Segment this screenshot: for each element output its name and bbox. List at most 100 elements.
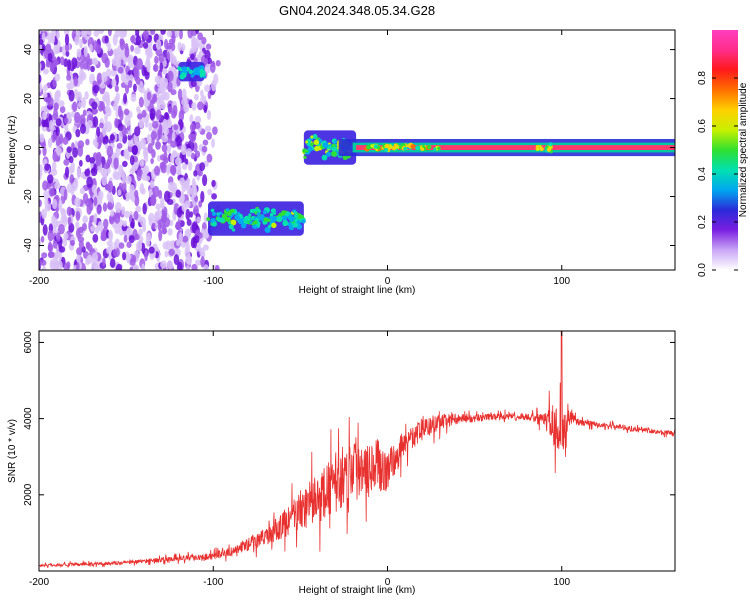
spectrogram-cell (180, 43, 186, 52)
spectrogram-cell (162, 118, 168, 131)
spectrogram-cell (158, 53, 165, 63)
spectrogram-cell (150, 30, 156, 35)
spectrogram-cell (53, 102, 59, 111)
spectrogram-cell (189, 211, 194, 218)
spectrogram-cell (103, 218, 109, 229)
spectrogram-cell (144, 117, 149, 128)
snr-plot-area (39, 331, 675, 571)
spectrogram-cell (305, 140, 309, 144)
spectrogram-cell (76, 48, 82, 58)
spectrogram-cell (126, 253, 131, 264)
spectrogram-cell (106, 145, 114, 158)
spectrogram-cell (63, 58, 69, 68)
spectrogram-cell (122, 251, 127, 261)
spectrogram-cell (39, 259, 42, 268)
spectrogram-cell (156, 96, 163, 106)
spectrogram-cell (122, 180, 127, 193)
spectrogram-cell (160, 30, 166, 35)
spectrogram-cell (161, 227, 168, 235)
spectrogram-cell (160, 260, 167, 269)
spectrogram-cell (108, 214, 115, 225)
spectrogram-x-axis: -200 -100 0 100 (29, 30, 571, 287)
spectrogram-cell (281, 210, 287, 216)
spectrogram-cell (66, 82, 72, 90)
spectrogram-cell (148, 212, 155, 223)
spectrogram-cell (160, 202, 165, 210)
spectrogram-cell (117, 164, 124, 174)
spectrogram-cell (155, 109, 162, 120)
spectrogram-cell (39, 148, 42, 156)
spectrogram-cell (393, 143, 398, 148)
spectrogram-cell (122, 125, 127, 137)
spectrogram-cell (193, 170, 198, 177)
spectrogram-cell (48, 188, 55, 197)
spectrogram-cell (373, 144, 378, 149)
spectrogram-cell (95, 159, 102, 167)
spectrogram-cell (155, 203, 162, 210)
spectrogram-cell (321, 154, 328, 161)
spectrogram-cell (185, 147, 193, 157)
spectrogram-cell (256, 212, 261, 216)
spectrogram-cell (203, 264, 209, 270)
spectrogram-cell (151, 222, 156, 230)
spectrogram-cell (66, 183, 73, 194)
spectrogram-cell (114, 212, 121, 224)
spectrogram-cell (113, 95, 120, 105)
spectrogram-cell (41, 208, 48, 219)
spectrogram-cell (47, 52, 53, 63)
spectrogram-cell (103, 135, 109, 145)
spectrogram-cell (130, 44, 135, 52)
spectrogram-cell (96, 205, 102, 215)
spectrogram-cell (123, 234, 128, 243)
spectrogram-cell (96, 126, 101, 137)
spectrogram-cell (117, 52, 125, 61)
spectrogram-cell (40, 259, 47, 266)
spectrogram-cell (166, 42, 173, 50)
spectrogram-cell (133, 210, 139, 221)
spectrogram-cell (186, 185, 192, 196)
spectrogram-cell (75, 30, 81, 37)
spectrogram-cell (133, 64, 139, 77)
spectrogram-cell (170, 89, 177, 96)
spectrogram-cell (166, 144, 172, 154)
spectrogram-cell (163, 77, 169, 88)
spectrogram-cell (66, 74, 72, 81)
spectrogram-cell (153, 64, 158, 72)
spectrogram-cell (248, 213, 252, 217)
spectrogram-cell (130, 35, 136, 43)
snr-y-label: SNR (10 * v/v) (7, 419, 18, 483)
spectrogram-cell (216, 212, 220, 216)
spectrogram-cell (79, 187, 86, 195)
spectrogram-cell (166, 30, 173, 38)
spectrogram-cell (211, 138, 215, 148)
spectrogram-cell (104, 105, 111, 114)
colorbar: 0.0 0.2 0.4 0.6 0.8 Normalized spectral ampl… (697, 30, 749, 277)
spectrogram-cell (117, 188, 122, 196)
spectrogram-cell (312, 133, 318, 140)
spectrogram-cell (44, 197, 49, 208)
spectrogram-cell (85, 242, 91, 250)
spectrogram-cell (117, 105, 122, 118)
spectrogram-cell (178, 232, 183, 243)
spectrogram-cell (204, 84, 211, 93)
spectrogram-cell (42, 180, 49, 191)
spectrogram-cell (42, 146, 47, 157)
spectrogram-cell (43, 84, 48, 92)
spectrogram-cell (122, 133, 128, 144)
spectrogram-cell (85, 257, 90, 266)
spectrogram-cell (64, 42, 70, 52)
spectrogram-cell (75, 254, 81, 263)
spectrogram-cell (79, 60, 84, 71)
spectrogram-cell (45, 61, 51, 68)
spectrogram-cell (68, 156, 74, 164)
spectrogram-cell (39, 82, 43, 93)
spectrogram-cell (326, 151, 332, 157)
spectrogram-cell (47, 96, 54, 107)
spectrogram-cell (298, 215, 302, 220)
colorbar-ticks: 0.0 0.2 0.4 0.6 0.8 (697, 71, 738, 277)
spectrogram-cell (124, 115, 131, 127)
spectrogram-cell (249, 220, 253, 225)
spectrogram-cell (166, 164, 171, 175)
spectrogram-cell (269, 214, 275, 220)
spectrogram-cell (74, 197, 81, 208)
